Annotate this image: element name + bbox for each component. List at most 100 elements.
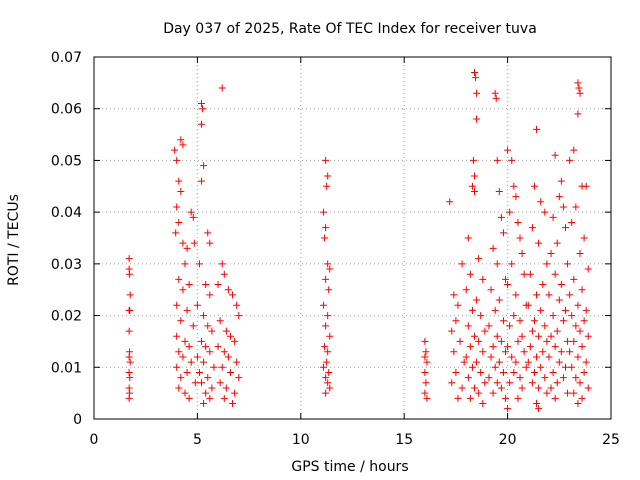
- data-point: [222, 384, 230, 392]
- y-tick-label: 0.07: [51, 50, 82, 66]
- data-point: [559, 317, 567, 325]
- data-point: [541, 208, 549, 216]
- data-point: [530, 368, 538, 376]
- data-point: [539, 281, 547, 289]
- y-tick-label: 0.06: [51, 102, 82, 118]
- data-point: [226, 368, 234, 376]
- data-point: [218, 260, 226, 268]
- data-point: [177, 136, 185, 144]
- data-point: [570, 146, 578, 154]
- data-point: [200, 399, 208, 407]
- data-point: [526, 270, 534, 278]
- data-point: [173, 301, 181, 309]
- data-point: [566, 291, 574, 299]
- data-point: [125, 255, 133, 263]
- data-point: [458, 384, 466, 392]
- data-point: [502, 394, 510, 402]
- data-point: [566, 348, 574, 356]
- data-point: [224, 353, 232, 361]
- data-point: [216, 317, 224, 325]
- data-point: [446, 198, 454, 206]
- data-point: [574, 353, 582, 361]
- data-point: [456, 337, 464, 345]
- data-point: [557, 281, 565, 289]
- data-point: [177, 187, 185, 195]
- data-point: [530, 182, 538, 190]
- data-point: [322, 156, 330, 164]
- data-point: [568, 218, 576, 226]
- data-point: [473, 296, 481, 304]
- data-point: [504, 146, 512, 154]
- data-point: [541, 322, 549, 330]
- data-point: [491, 363, 499, 371]
- x-tick-label: 10: [292, 432, 310, 448]
- data-point: [229, 399, 237, 407]
- data-point: [547, 250, 555, 258]
- data-point: [222, 327, 230, 335]
- y-axis-title: ROTI / TECUs: [6, 194, 22, 286]
- data-point: [450, 348, 458, 356]
- data-point: [506, 379, 514, 387]
- data-point: [535, 332, 543, 340]
- data-point: [185, 281, 193, 289]
- data-point: [576, 379, 584, 387]
- data-point: [551, 270, 559, 278]
- data-point: [233, 358, 241, 366]
- plot-frame: [93, 56, 612, 420]
- data-point: [582, 358, 590, 366]
- data-point: [423, 358, 431, 366]
- data-point: [537, 198, 545, 206]
- data-point: [553, 379, 561, 387]
- data-point: [471, 384, 479, 392]
- data-point: [528, 224, 536, 232]
- data-point: [181, 389, 189, 397]
- data-point: [512, 193, 520, 201]
- data-point: [198, 120, 206, 128]
- data-point: [580, 234, 588, 242]
- data-point: [324, 379, 332, 387]
- data-point: [466, 270, 474, 278]
- data-point: [320, 363, 328, 371]
- data-point: [518, 250, 526, 258]
- data-point: [570, 389, 578, 397]
- data-point: [514, 394, 522, 402]
- data-point: [198, 100, 206, 108]
- data-point: [557, 177, 565, 185]
- data-point: [584, 332, 592, 340]
- data-point: [421, 353, 429, 361]
- data-point: [481, 379, 489, 387]
- data-point: [235, 374, 243, 382]
- data-point: [189, 213, 197, 221]
- data-point: [322, 374, 330, 382]
- data-point: [514, 337, 522, 345]
- data-point: [322, 389, 330, 397]
- data-point: [468, 363, 476, 371]
- data-point: [493, 379, 501, 387]
- data-point: [479, 399, 487, 407]
- data-point: [224, 286, 232, 294]
- data-point: [535, 384, 543, 392]
- data-point: [325, 286, 333, 294]
- data-point: [202, 343, 210, 351]
- data-point: [578, 286, 586, 294]
- data-point: [572, 203, 580, 211]
- data-point: [584, 384, 592, 392]
- data-point: [543, 337, 551, 345]
- data-point: [547, 332, 555, 340]
- data-point: [468, 182, 476, 190]
- data-point: [126, 358, 134, 366]
- data-point: [220, 394, 228, 402]
- data-point: [473, 115, 481, 123]
- data-point: [518, 332, 526, 340]
- data-point: [125, 394, 133, 402]
- data-point: [464, 322, 472, 330]
- data-point: [479, 348, 487, 356]
- data-point: [502, 348, 510, 356]
- data-point: [493, 332, 501, 340]
- data-point: [468, 306, 476, 314]
- data-point: [578, 343, 586, 351]
- data-point: [574, 79, 582, 87]
- data-point: [570, 337, 578, 345]
- data-point: [477, 368, 485, 376]
- data-point: [235, 312, 243, 320]
